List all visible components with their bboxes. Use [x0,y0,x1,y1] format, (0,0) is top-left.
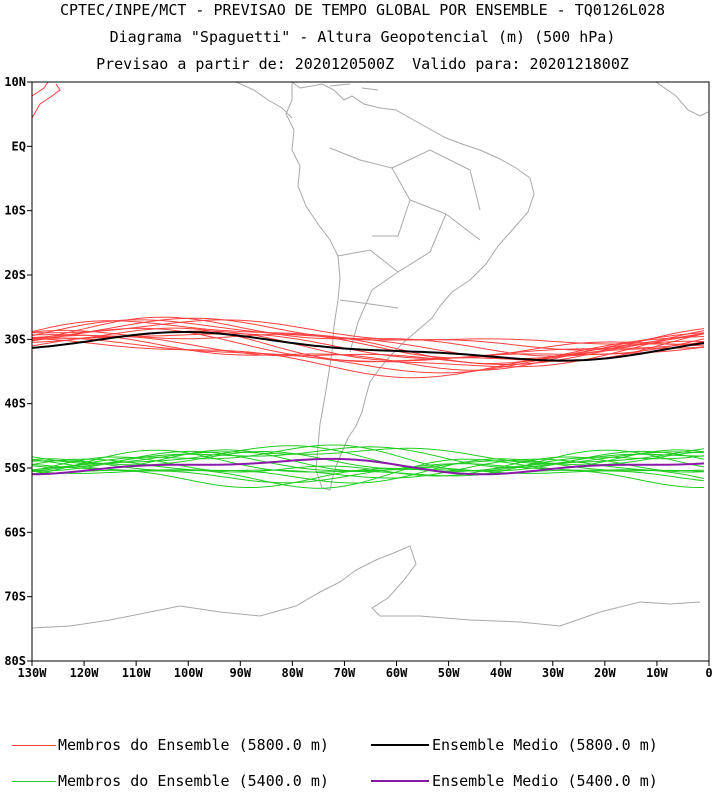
title-line-1: CPTEC/INPE/MCT - PREVISAO DE TEMPO GLOBA… [59,1,666,19]
member-contour-5400 [31,449,705,477]
longitude-axis: 130W 120W 110W 100W 90W 80W 70W 60W 50W 40W 30W 20W… [18,661,713,680]
legend-swatch-mean-5400 [371,780,429,782]
member-contour-5400 [32,450,705,472]
lon-tick-label: 30W [542,666,564,680]
caribbean-islands [329,81,709,117]
lon-tick-label: 10W [646,666,668,680]
member-contour-5400 [31,458,705,484]
lon-tick-label: 60W [386,666,408,680]
legend-label-members-5800: Membros do Ensemble (5800.0 m) [58,736,329,754]
lon-tick-label: 20W [594,666,616,680]
member-contour-5400 [31,444,705,472]
member-contour-5800 [31,334,705,371]
lon-tick-label: 40W [490,666,512,680]
south-america-outline [285,81,535,491]
ensemble-mean-5400m-group [31,457,705,476]
lon-tick-label: 110W [122,666,152,680]
title-line-3: Previsao a partir de: 2020120500Z Valido… [96,55,629,73]
lon-tick-label: 100W [174,666,204,680]
lon-tick-label: 130W [18,666,48,680]
member-contour-5800 [31,337,705,374]
lat-tick-label: 80S [4,654,26,668]
member-contour-5800 [31,335,705,365]
lat-tick-label: 30S [4,332,26,346]
lon-tick-label: 70W [334,666,356,680]
ensemble-members-5800m [31,81,705,379]
antarctica-outline [31,545,701,629]
country-borders [329,147,481,353]
member-contour-fragment-5800 [31,81,61,119]
legend-swatch-members-5800 [12,745,56,746]
lat-tick-label: 40S [4,397,26,411]
lon-tick-label: 120W [70,666,100,680]
lat-tick-label: 50S [4,461,26,475]
latitude-axis: 10N EQ 10S 20S 30S 40S 50S 60S 70S 80S [4,75,32,668]
lon-tick-label: 90W [229,666,251,680]
title-line-2: Diagrama "Spaguetti" - Altura Geopotenci… [109,28,616,46]
central-america-outline [235,81,293,119]
legend-swatch-members-5400 [12,781,56,782]
member-contour-5800 [31,327,705,368]
lon-tick-label: 80W [282,666,304,680]
legend-swatch-mean-5800 [371,744,429,746]
legend-label-mean-5400: Ensemble Medio (5400.0 m) [432,772,658,790]
ensemble-mean-contour-5400 [31,457,705,476]
ensemble-mean-contour-5800 [31,331,705,362]
lat-tick-label: 10N [4,75,26,89]
lat-tick-label: 20S [4,268,26,282]
map-frame [31,81,710,662]
member-contour-5400 [31,467,705,484]
legend-label-mean-5800: Ensemble Medio (5800.0 m) [432,736,658,754]
lat-tick-label: 60S [4,525,26,539]
member-contour-5800 [32,319,705,345]
member-contour-5400 [32,467,704,488]
ensemble-mean-5800m-group [31,331,705,362]
member-contour-5800 [31,329,705,359]
member-contour-5800 [31,338,705,379]
member-contour-5400 [31,458,705,489]
member-contour-5800 [31,333,705,359]
lat-tick-label: 70S [4,590,26,604]
legend-label-members-5400: Membros do Ensemble (5400.0 m) [58,772,329,790]
lon-tick-label: 0 [705,666,712,680]
lon-tick-label: 50W [438,666,460,680]
member-contour-5400 [31,445,705,473]
lat-tick-label: EQ [12,139,26,153]
lat-tick-label: 10S [4,204,26,218]
